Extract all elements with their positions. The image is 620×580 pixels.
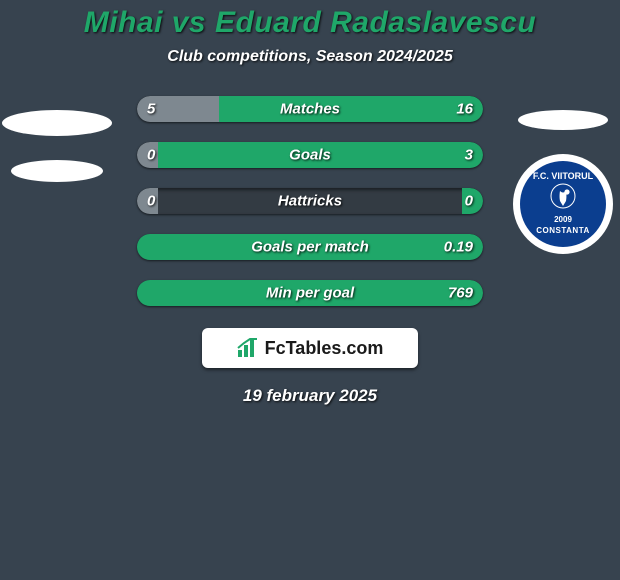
player-left-badges <box>2 96 112 182</box>
stat-row: Goals per match0.19 <box>137 234 483 260</box>
stat-bars: Matches516Goals03Hattricks00Goals per ma… <box>137 96 483 306</box>
club-logo: F.C. VIITORUL 2009 CONSTANTA <box>513 154 613 254</box>
fctables-text: FcTables.com <box>265 338 384 359</box>
player-left-ellipse-2 <box>11 160 103 182</box>
date-text: 19 february 2025 <box>0 386 620 406</box>
club-logo-name-top: F.C. VIITORUL <box>533 172 593 182</box>
club-logo-icon <box>548 182 578 216</box>
stat-value-left: 5 <box>147 101 155 118</box>
club-logo-inner: F.C. VIITORUL 2009 CONSTANTA <box>520 161 606 247</box>
stat-label: Goals per match <box>137 239 483 256</box>
player-right-ellipse <box>518 110 608 130</box>
subtitle: Club competitions, Season 2024/2025 <box>0 48 620 66</box>
stat-value-left: 0 <box>147 147 155 164</box>
comparison-main: F.C. VIITORUL 2009 CONSTANTA Matches5 16 G… <box>0 96 620 406</box>
stat-row: Matches5 16 <box>137 96 483 122</box>
page-title: Mihai vs Eduard Radaslavescu <box>0 0 620 40</box>
stat-value-right: 3 <box>465 147 473 164</box>
stat-row: Goals0 3 <box>137 142 483 168</box>
stat-value-right: 16 <box>456 101 473 118</box>
player-left-ellipse-1 <box>2 110 112 136</box>
stat-label: Hattricks <box>137 193 483 210</box>
fctables-badge[interactable]: FcTables.com <box>202 328 418 368</box>
stat-row: Hattricks0 0 <box>137 188 483 214</box>
bars-icon <box>237 338 259 358</box>
comparison-canvas: Mihai vs Eduard Radaslavescu Club compet… <box>0 0 620 580</box>
player-right-badges: F.C. VIITORUL 2009 CONSTANTA <box>508 96 618 254</box>
stat-value-right: 769 <box>448 285 473 302</box>
stat-value-right: 0.19 <box>444 239 473 256</box>
stat-label: Goals <box>137 147 483 164</box>
stat-row: Min per goal769 <box>137 280 483 306</box>
stat-value-left: 0 <box>147 193 155 210</box>
stat-label: Matches <box>137 101 483 118</box>
club-logo-name-bottom: CONSTANTA <box>536 227 590 236</box>
stat-value-right: 0 <box>465 193 473 210</box>
club-logo-year: 2009 <box>554 216 572 225</box>
stat-label: Min per goal <box>137 285 483 302</box>
